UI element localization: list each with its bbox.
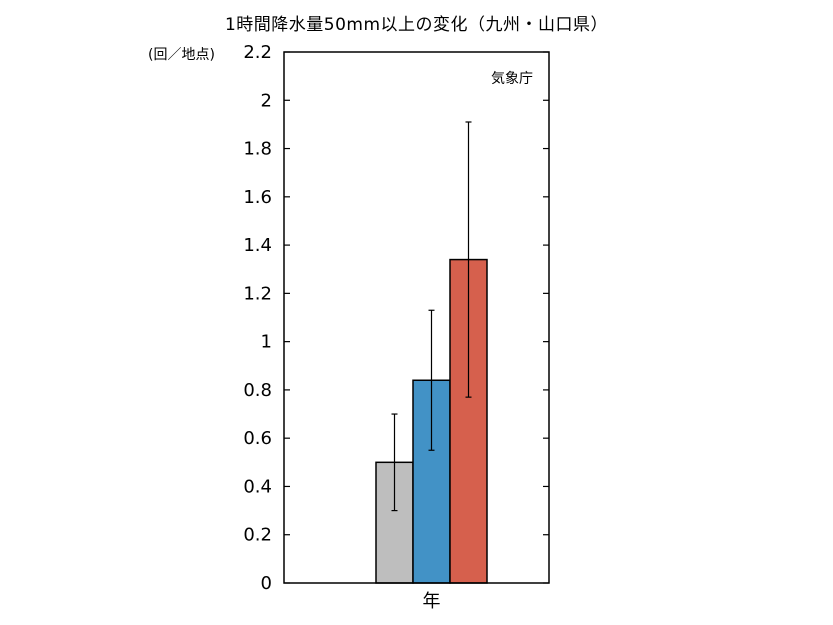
y-tick-label: 1.6	[243, 187, 272, 208]
y-tick-label: 0.6	[243, 428, 272, 449]
bars	[375, 258, 488, 584]
error-bars	[391, 121, 472, 512]
y-tick-label: 0	[261, 573, 272, 594]
y-axis-ticks: 0 0.2 0.4 0.6 0.8 1 1.2 1.4 1.6 1.8 2 2.2	[243, 42, 549, 594]
y-tick-label: 1.2	[243, 283, 272, 304]
x-category-label: 年	[423, 591, 441, 612]
source-label: 気象庁	[491, 71, 533, 87]
y-axis-unit-label: (回／地点)	[148, 47, 215, 63]
y-tick-label: 1.4	[243, 235, 272, 256]
y-tick-label: 2	[261, 90, 272, 111]
y-tick-label: 0.2	[243, 525, 272, 546]
y-tick-label: 1.8	[243, 139, 272, 160]
y-tick-label: 0.8	[243, 380, 272, 401]
x-axis-categories: 年	[423, 591, 441, 612]
y-tick-label: 1	[261, 332, 272, 353]
y-tick-label: 2.2	[243, 42, 272, 63]
plot-frame	[283, 51, 550, 584]
chart-title: 1時間降水量50mm以上の変化（九州・山口県）	[224, 15, 609, 35]
y-tick-label: 0.4	[243, 476, 272, 497]
